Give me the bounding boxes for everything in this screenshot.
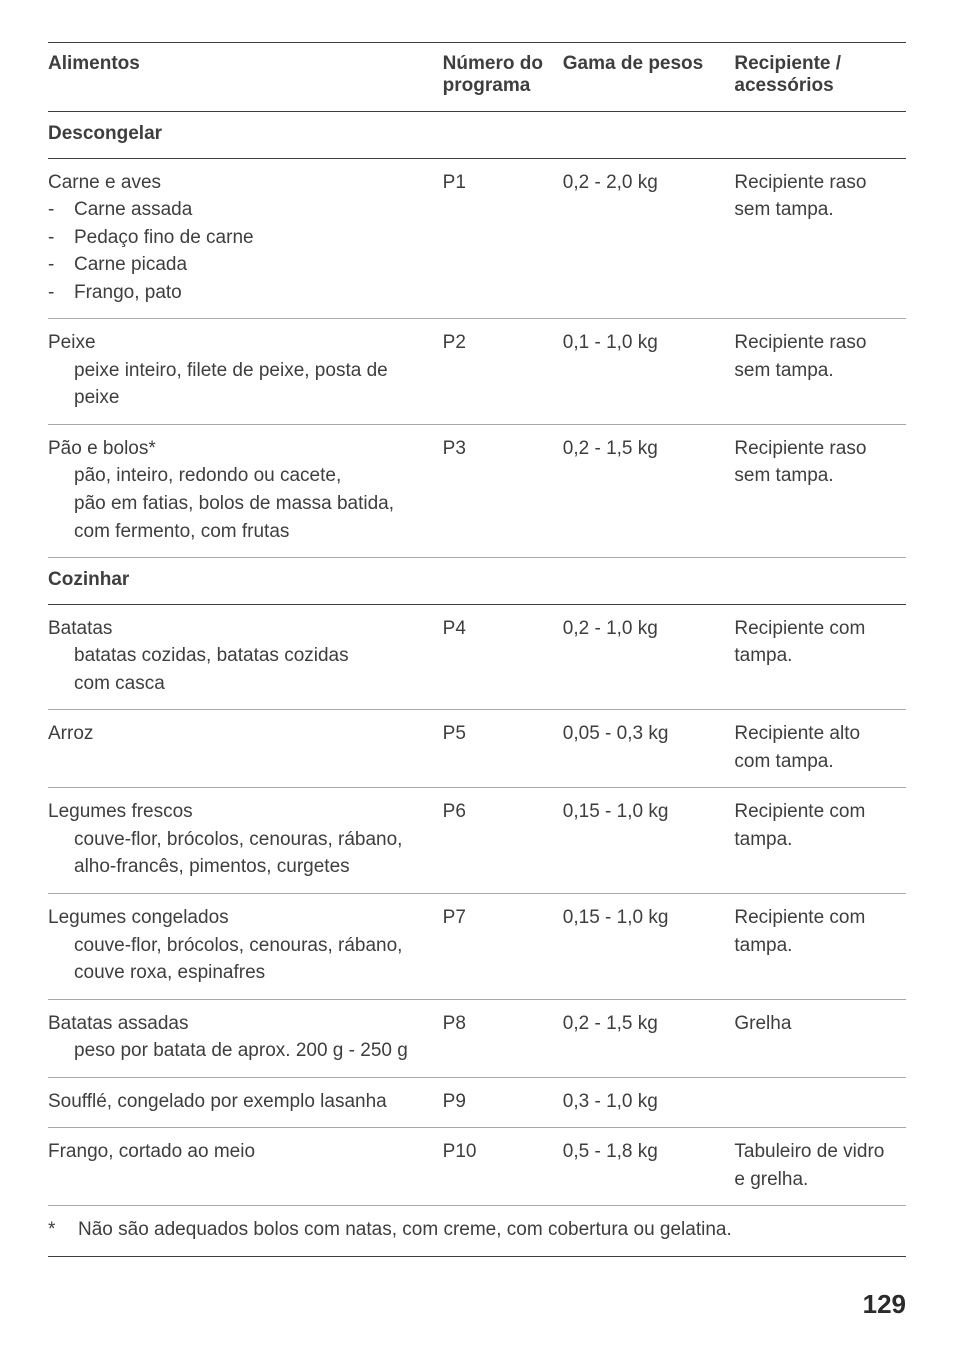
food-sub-item: Frango, pato: [48, 279, 437, 307]
weight-cell: 0,15 - 1,0 kg: [563, 788, 735, 894]
weight-cell: 0,2 - 1,5 kg: [563, 999, 735, 1077]
program-cell: P5: [443, 710, 563, 788]
food-cell: Legumes congelados couve-flor, brócolos, …: [48, 894, 443, 1000]
food-cell: Carne e aves Carne assadaPedaço fino de c…: [48, 158, 443, 319]
food-cell: Legumes frescos couve-flor, brócolos, cen…: [48, 788, 443, 894]
weight-cell: 0,2 - 1,5 kg: [563, 424, 735, 557]
food-cell: Pão e bolos* pão, inteiro, redondo ou cac…: [48, 424, 443, 557]
section-title: Cozinhar: [48, 558, 906, 605]
table-header-row: Alimentos Número do programa Gama de pes…: [48, 43, 906, 112]
food-sub-item: batatas cozidas, batatas cozidas: [48, 642, 437, 670]
weight-cell: 0,05 - 0,3 kg: [563, 710, 735, 788]
footnote-cell: *Não são adequados bolos com natas, com …: [48, 1206, 906, 1257]
weight-cell: 0,5 - 1,8 kg: [563, 1128, 735, 1206]
food-sub-item: peixe inteiro, filete de peixe, posta de…: [48, 357, 437, 412]
weight-cell: 0,15 - 1,0 kg: [563, 894, 735, 1000]
table-row: Peixe peixe inteiro, filete de peixe, pos…: [48, 319, 906, 425]
recipient-cell: Recipiente raso sem tampa.: [734, 319, 906, 425]
table-row: Pão e bolos* pão, inteiro, redondo ou cac…: [48, 424, 906, 557]
col-header-food: Alimentos: [48, 43, 443, 112]
table-row: Legumes frescos couve-flor, brócolos, cen…: [48, 788, 906, 894]
food-main: Legumes congelados: [48, 907, 229, 928]
food-cell: Batatas batatas cozidas, batatas cozidasc…: [48, 604, 443, 710]
food-sub-item: pão em fatias, bolos de massa batida,: [48, 490, 437, 518]
food-main: Peixe: [48, 332, 96, 353]
recipient-cell: Recipiente com tampa.: [734, 788, 906, 894]
weight-cell: 0,2 - 1,0 kg: [563, 604, 735, 710]
food-sub-item: com casca: [48, 670, 437, 698]
program-cell: P9: [443, 1077, 563, 1128]
recipient-cell: Grelha: [734, 999, 906, 1077]
food-sub-item: peso por batata de aprox. 200 g - 250 g: [48, 1037, 437, 1065]
food-main: Legumes frescos: [48, 801, 193, 822]
food-sub-item: alho-francês, pimentos, curgetes: [48, 853, 437, 881]
food-main: Soufflé, congelado por exemplo lasanha: [48, 1091, 387, 1112]
program-cell: P2: [443, 319, 563, 425]
food-sub-item: couve roxa, espinafres: [48, 959, 437, 987]
table-row: Batatas batatas cozidas, batatas cozidasc…: [48, 604, 906, 710]
recipient-cell: Recipiente alto com tampa.: [734, 710, 906, 788]
recipient-cell: [734, 1077, 906, 1128]
food-main: Batatas assadas: [48, 1013, 188, 1034]
col-header-program: Número do programa: [443, 43, 563, 112]
footnote-star: *: [48, 1216, 78, 1244]
program-cell: P4: [443, 604, 563, 710]
program-cell: P8: [443, 999, 563, 1077]
program-cell: P7: [443, 894, 563, 1000]
table-row: Arroz P50,05 - 0,3 kgRecipiente alto com …: [48, 710, 906, 788]
weight-cell: 0,2 - 2,0 kg: [563, 158, 735, 319]
food-cell: Frango, cortado ao meio: [48, 1128, 443, 1206]
page-number: 129: [48, 1265, 906, 1320]
col-header-recipient: Recipiente / acessórios: [734, 43, 906, 112]
food-main: Pão e bolos*: [48, 438, 156, 459]
weight-cell: 0,3 - 1,0 kg: [563, 1077, 735, 1128]
table-row: Carne e aves Carne assadaPedaço fino de c…: [48, 158, 906, 319]
program-cell: P1: [443, 158, 563, 319]
food-sub-item: couve-flor, brócolos, cenouras, rábano,: [48, 826, 437, 854]
food-sub-item: com fermento, com frutas: [48, 518, 437, 546]
program-cell: P10: [443, 1128, 563, 1206]
program-cell: P6: [443, 788, 563, 894]
footnote-text: Não são adequados bolos com natas, com c…: [78, 1219, 732, 1240]
cooking-programs-table: Alimentos Número do programa Gama de pes…: [48, 42, 906, 1257]
recipient-cell: Recipiente com tampa.: [734, 604, 906, 710]
table-row: Batatas assadas peso por batata de aprox.…: [48, 999, 906, 1077]
recipient-cell: Recipiente com tampa.: [734, 894, 906, 1000]
footnote-row: *Não são adequados bolos com natas, com …: [48, 1206, 906, 1257]
food-sub-item: Pedaço fino de carne: [48, 224, 437, 252]
recipient-cell: Recipiente raso sem tampa.: [734, 158, 906, 319]
table-row: Soufflé, congelado por exemplo lasanha P9…: [48, 1077, 906, 1128]
section-title-row: Descongelar: [48, 112, 906, 159]
food-main: Batatas: [48, 618, 112, 639]
food-main: Frango, cortado ao meio: [48, 1141, 255, 1162]
food-sub-item: Carne picada: [48, 251, 437, 279]
section-title-row: Cozinhar: [48, 558, 906, 605]
food-sub-item: Carne assada: [48, 196, 437, 224]
food-sub-item: pão, inteiro, redondo ou cacete,: [48, 462, 437, 490]
food-cell: Peixe peixe inteiro, filete de peixe, pos…: [48, 319, 443, 425]
recipient-cell: Tabuleiro de vidro e grelha.: [734, 1128, 906, 1206]
table-row: Frango, cortado ao meio P100,5 - 1,8 kgTa…: [48, 1128, 906, 1206]
section-title: Descongelar: [48, 112, 906, 159]
table-row: Legumes congelados couve-flor, brócolos, …: [48, 894, 906, 1000]
food-main: Arroz: [48, 723, 93, 744]
program-cell: P3: [443, 424, 563, 557]
col-header-weight: Gama de pesos: [563, 43, 735, 112]
food-sub-item: couve-flor, brócolos, cenouras, rábano,: [48, 932, 437, 960]
weight-cell: 0,1 - 1,0 kg: [563, 319, 735, 425]
food-cell: Soufflé, congelado por exemplo lasanha: [48, 1077, 443, 1128]
food-cell: Batatas assadas peso por batata de aprox.…: [48, 999, 443, 1077]
recipient-cell: Recipiente raso sem tampa.: [734, 424, 906, 557]
food-cell: Arroz: [48, 710, 443, 788]
food-main: Carne e aves: [48, 172, 161, 193]
